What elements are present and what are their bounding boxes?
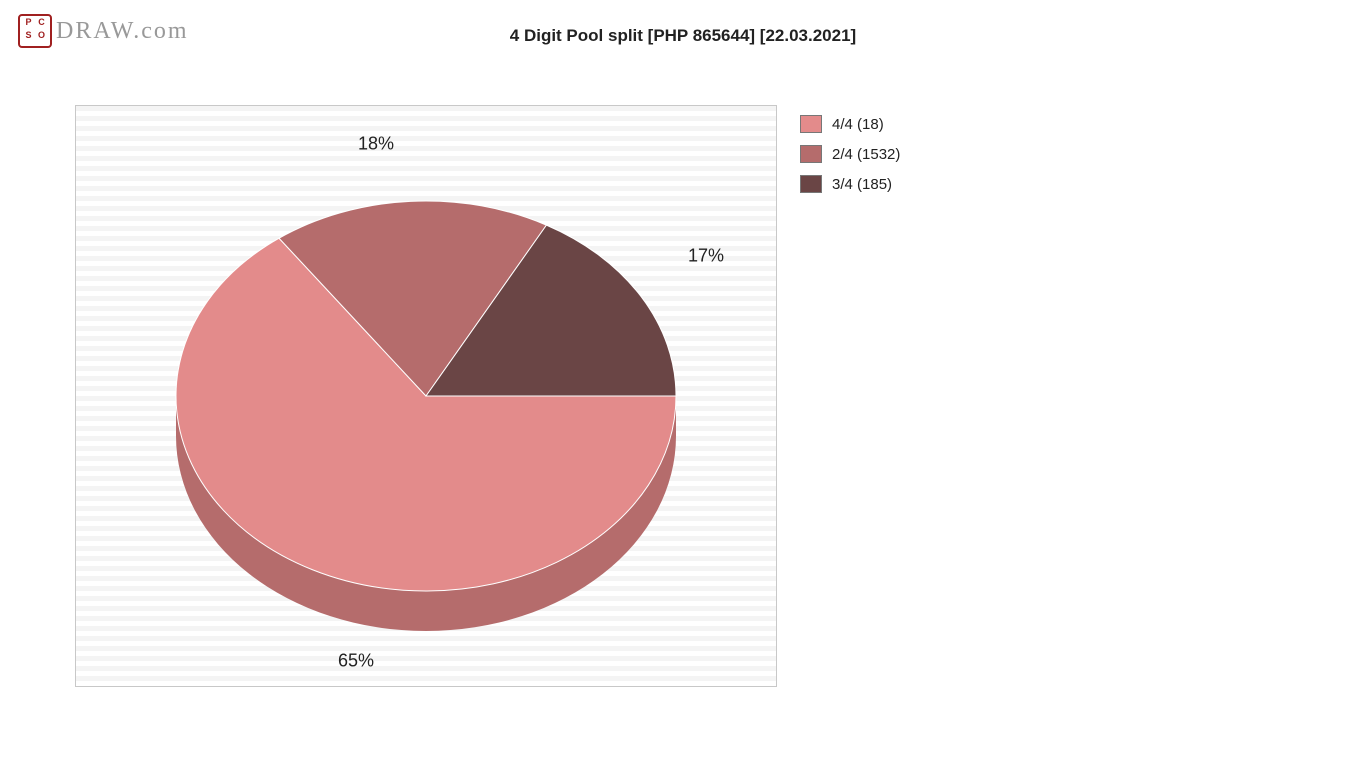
- legend-item: 4/4 (18): [800, 115, 900, 133]
- slice-percent-label: 18%: [358, 134, 394, 155]
- legend-label: 3/4 (185): [832, 176, 892, 193]
- page: P C S O DRAW.com 4 Digit Pool split [PHP…: [0, 0, 1366, 768]
- chart-title: 4 Digit Pool split [PHP 865644] [22.03.2…: [0, 26, 1366, 46]
- legend-label: 4/4 (18): [832, 116, 884, 133]
- slice-percent-label: 17%: [688, 246, 724, 267]
- chart-legend: 4/4 (18) 2/4 (1532) 3/4 (185): [800, 115, 900, 205]
- legend-label: 2/4 (1532): [832, 146, 900, 163]
- slice-percent-label: 65%: [338, 651, 374, 672]
- legend-item: 2/4 (1532): [800, 145, 900, 163]
- legend-swatch: [800, 115, 822, 133]
- chart-plot-area: 65% 18% 17%: [75, 105, 777, 687]
- legend-swatch: [800, 145, 822, 163]
- legend-item: 3/4 (185): [800, 175, 900, 193]
- legend-swatch: [800, 175, 822, 193]
